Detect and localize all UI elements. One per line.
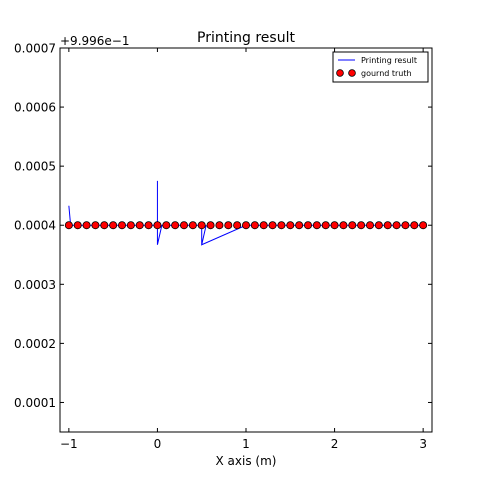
legend-label: gournd truth [361, 69, 412, 78]
chart-title: Printing result [197, 30, 295, 46]
x-tick-label: 0 [154, 437, 162, 451]
ground-truth-point [82, 221, 91, 230]
ground-truth-point [330, 221, 339, 230]
ground-truth-point [215, 221, 224, 230]
ground-truth-point [64, 221, 73, 230]
plot-frame [59, 47, 433, 433]
ground-truth-point [419, 221, 428, 230]
ground-truth-point [277, 221, 286, 230]
ground-truth-point [392, 221, 401, 230]
ground-truth-point [339, 221, 348, 230]
ground-truth-point [153, 221, 162, 230]
y-tick-label: 0.0004 [14, 219, 56, 233]
x-tick-label: 1 [242, 437, 250, 451]
ground-truth-point [233, 221, 242, 230]
ground-truth-point [295, 221, 304, 230]
ground-truth-point [171, 221, 180, 230]
ground-truth-point [250, 221, 259, 230]
ground-truth-point [321, 221, 330, 230]
legend-marker-swatch [336, 69, 344, 77]
ground-truth-point [401, 221, 410, 230]
ground-truth-point [383, 221, 392, 230]
ground-truth-point [162, 221, 171, 230]
y-tick-label: 0.0005 [14, 160, 56, 174]
y-tick-label: 0.0003 [14, 278, 56, 292]
legend-label: Printing result [361, 56, 417, 65]
ground-truth-point [206, 221, 215, 230]
ground-truth-point [286, 221, 295, 230]
x-tick-label: 2 [331, 437, 339, 451]
ground-truth-point [348, 221, 357, 230]
ground-truth-point [118, 221, 127, 230]
y-tick-label: 0.0001 [14, 396, 56, 410]
x-axis-label: X axis (m) [216, 454, 277, 468]
ground-truth-point [135, 221, 144, 230]
x-tick-label: 3 [419, 437, 427, 451]
y-axis-offset-label: +9.996e−1 [60, 34, 129, 48]
ground-truth-point [312, 221, 321, 230]
ground-truth-point [365, 221, 374, 230]
y-tick-label: 0.0002 [14, 337, 56, 351]
ground-truth-point [374, 221, 383, 230]
legend: Printing result gournd truth [332, 51, 429, 83]
ground-truth-point [126, 221, 135, 230]
ground-truth-point [100, 221, 109, 230]
ground-truth-point [410, 221, 419, 230]
ground-truth-point [268, 221, 277, 230]
ground-truth-point [224, 221, 233, 230]
ground-truth-point [109, 221, 118, 230]
legend-marker-swatch [348, 69, 356, 77]
legend-box [332, 51, 429, 83]
x-tick-label: −1 [60, 437, 78, 451]
ground-truth-point [144, 221, 153, 230]
plot-area [59, 47, 433, 433]
ground-truth-point [188, 221, 197, 230]
ground-truth-point [241, 221, 250, 230]
ground-truth-point [91, 221, 100, 230]
ground-truth-point [357, 221, 366, 230]
ground-truth-point [303, 221, 312, 230]
ground-truth-point [179, 221, 188, 230]
axis-ticks: −1 0 1 2 3 0.0001 0.0002 0.0003 0.0004 0.0005 0.00… [14, 42, 432, 451]
y-tick-label: 0.0006 [14, 101, 56, 115]
ground-truth-point [73, 221, 82, 230]
y-tick-label: 0.0007 [14, 42, 56, 56]
ground-truth-point [259, 221, 268, 230]
ground-truth-point [197, 221, 206, 230]
